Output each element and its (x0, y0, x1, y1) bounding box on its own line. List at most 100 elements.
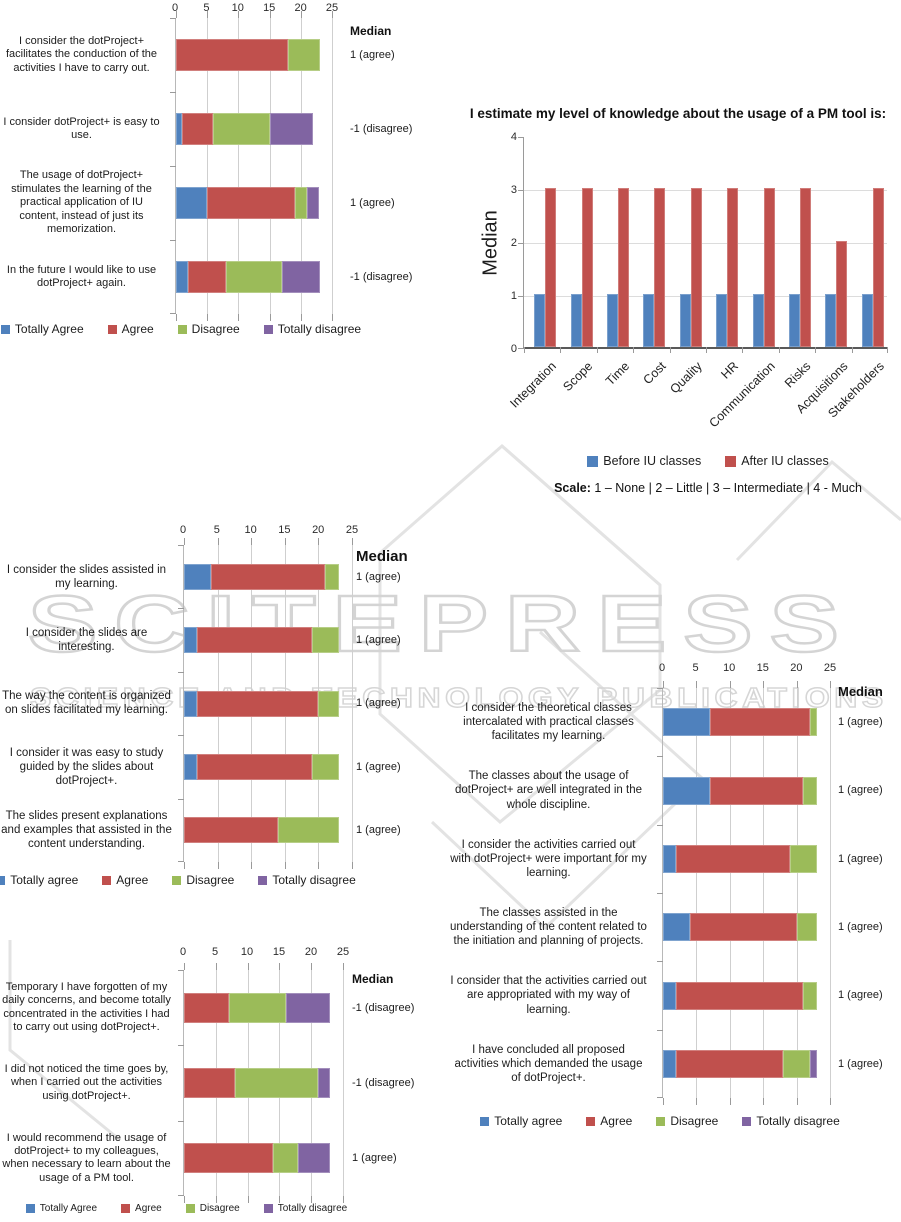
scale-note: Scale: 1 – None | 2 – Little | 3 – Inter… (455, 481, 901, 495)
median-header: Median (350, 24, 392, 38)
legend-swatch (656, 1116, 666, 1126)
legend-item: Totally disagree (263, 1203, 347, 1214)
gridline (796, 688, 798, 1098)
tick-mark (706, 347, 707, 353)
gridline (269, 18, 271, 314)
legend-swatch (480, 1116, 490, 1126)
x-tick-label: 15 (756, 662, 769, 674)
tick-mark (729, 1098, 731, 1105)
column-bar (654, 188, 666, 347)
x-tick-label: 5 (211, 946, 219, 958)
stacked-bar (184, 753, 352, 780)
x-tick-label: 25 (823, 662, 837, 674)
legend-item: Agree (107, 322, 154, 336)
chart-classes-survey: 0 5 10 15 20 25 I consider the theoretical cla… (450, 662, 901, 1140)
legend-label: Totally disagree (277, 322, 362, 336)
tick-mark (176, 314, 177, 321)
tick-mark (178, 735, 184, 737)
bar-segment (184, 563, 211, 590)
bar-segment (273, 1143, 299, 1174)
tick-mark (269, 314, 271, 321)
gridline (696, 688, 698, 1098)
median-value: -1 (disagree) (350, 123, 413, 135)
legend-label: After IU classes (741, 454, 829, 468)
x-tick-label: 5 (692, 662, 699, 674)
category-label: The classes about the usage of dotProjec… (455, 770, 642, 811)
tick-mark (657, 893, 663, 894)
plot-area (178, 963, 344, 1203)
bar-segment (282, 261, 320, 293)
tick-mark (207, 314, 209, 321)
tick-mark (518, 190, 524, 191)
legend-item: Totally agree (0, 873, 78, 887)
legend-label: Disagree (670, 1114, 719, 1128)
tick-mark (657, 1097, 663, 1098)
tick-mark (343, 1196, 344, 1203)
y-tick-label: 2 (510, 237, 517, 249)
median-value: 1 (agree) (350, 49, 395, 61)
gridline (343, 970, 344, 1196)
bar-segment (298, 1143, 331, 1174)
tick-mark (352, 862, 353, 869)
bar-segment (796, 913, 817, 942)
legend-swatch (185, 1204, 195, 1213)
tick-mark (815, 347, 817, 353)
tick-mark (251, 862, 253, 869)
bar-segment (188, 261, 226, 293)
bar-segment (709, 708, 810, 737)
column-bar (570, 294, 582, 347)
bar-segment (809, 1049, 817, 1078)
median-value: 1 (agree) (838, 1057, 883, 1070)
legend-label: Disagree (186, 873, 235, 887)
tick-mark (184, 862, 185, 869)
tick-mark (524, 347, 525, 353)
scale-label: Scale: (554, 481, 591, 495)
gridline (524, 243, 887, 244)
median-header: Median (356, 548, 408, 565)
bar-segment (311, 627, 339, 654)
x-axis: 0 5 10 15 20 25 (180, 524, 358, 538)
gridline (763, 688, 765, 1098)
x-tick-label: 10 (231, 2, 244, 14)
tick-mark (178, 1045, 184, 1047)
stacked-bar (663, 1049, 830, 1078)
stacked-bar (184, 992, 343, 1023)
legend-label: Totally Agree (14, 322, 84, 336)
bar-segment (663, 776, 710, 805)
legend-item: Totally disagree (258, 873, 356, 887)
median-value: -1 (disagree) (350, 271, 413, 283)
tick-mark (284, 538, 286, 545)
legend-swatch (586, 1116, 596, 1126)
tick-mark (696, 1098, 698, 1105)
legend-label: Disagree (191, 322, 240, 336)
bar-segment (197, 690, 319, 717)
bar-segment (789, 844, 817, 873)
bar-segment (288, 39, 320, 71)
bar-segment (225, 261, 283, 293)
tick-mark (279, 1196, 281, 1203)
plot-area (518, 137, 888, 353)
bar-segment (317, 1068, 331, 1098)
tick-mark (518, 243, 524, 244)
category-label: In the future I would like to use dotPro… (6, 263, 157, 289)
column-bar (618, 188, 629, 347)
tick-mark (178, 671, 184, 673)
legend-label: Totally agree (494, 1114, 563, 1128)
tick-mark (763, 681, 765, 688)
tick-mark (778, 347, 780, 353)
bar-segment (803, 981, 817, 1010)
plot-area (178, 538, 353, 869)
tick-mark (518, 348, 524, 349)
category-label: The way the content is organized on slid… (2, 690, 171, 717)
x-tick-label: 15 (263, 2, 276, 14)
x-tick-label: 15 (272, 946, 286, 958)
tick-mark (170, 92, 176, 93)
legend: Totally Agree Agree Disagree Totally disagr… (0, 1203, 347, 1214)
median-value: -1 (disagree) (352, 1076, 415, 1089)
y-tick-label: 1 (510, 290, 517, 302)
tick-mark (729, 681, 731, 688)
stacked-bar (663, 844, 830, 873)
bar-segment (663, 844, 677, 873)
chart-engagement-survey: 0 5 10 15 20 25 Temporary I have forgotten of … (0, 946, 424, 1222)
